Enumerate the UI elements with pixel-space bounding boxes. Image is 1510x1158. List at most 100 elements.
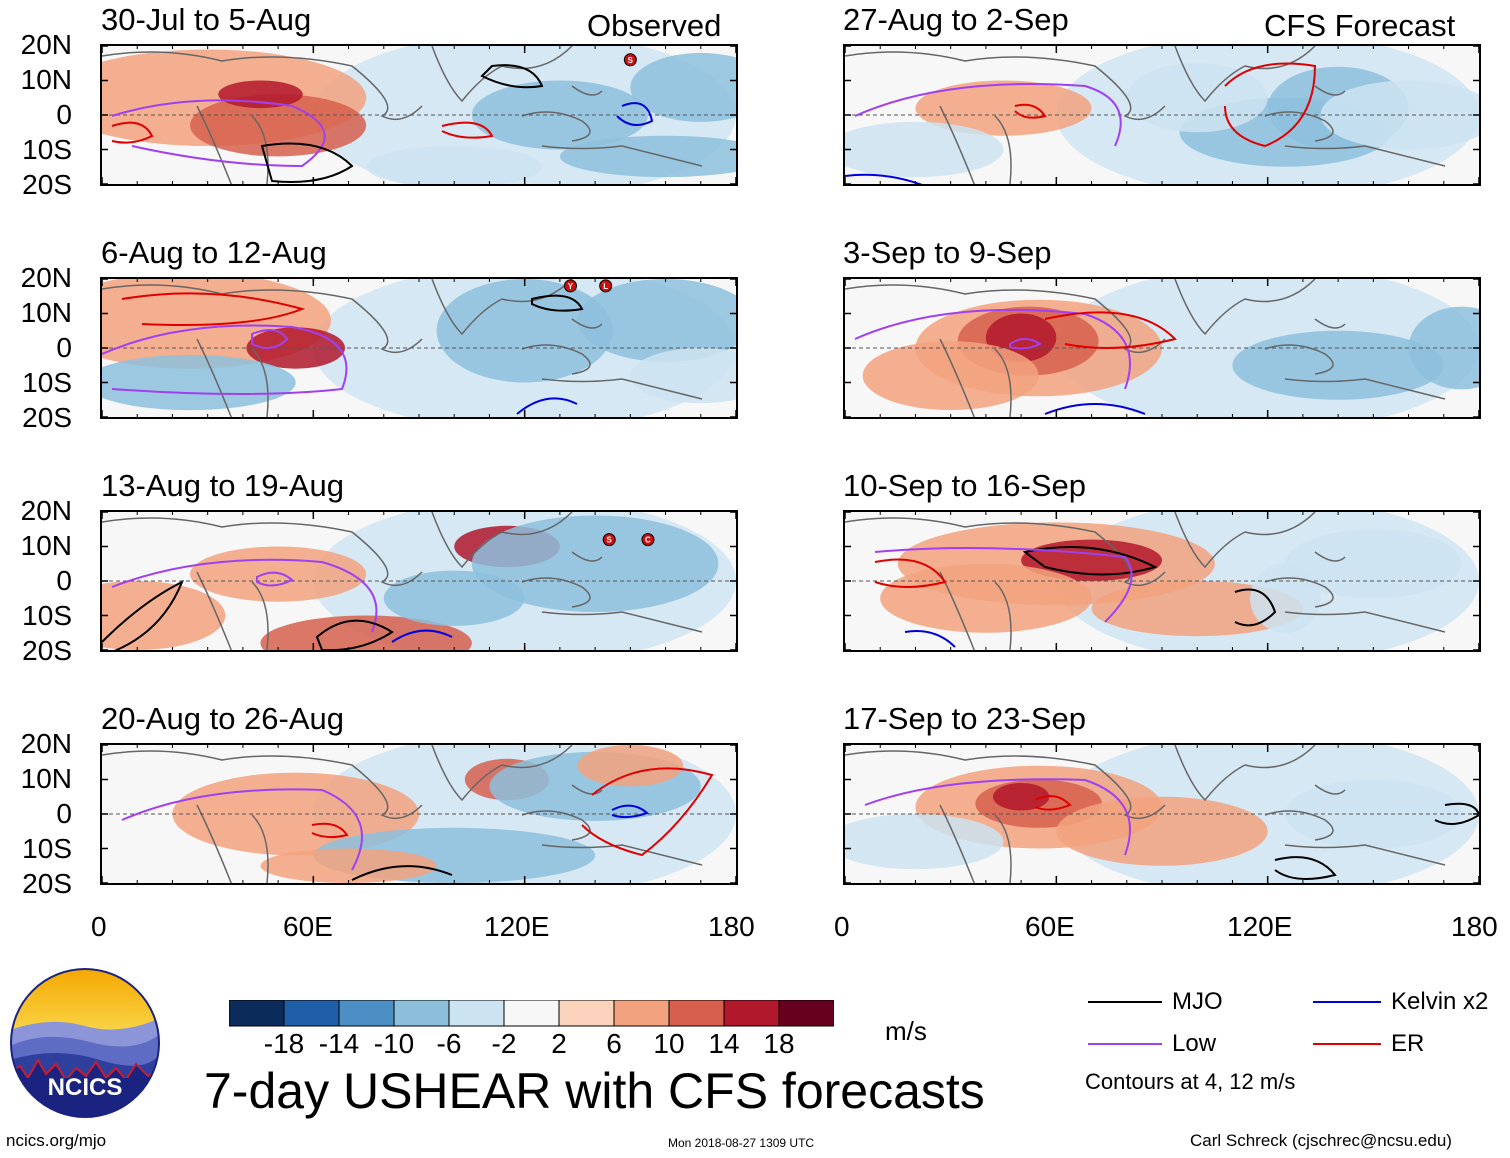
storm-label: S [607,536,613,545]
colorbar-swatch [448,1000,505,1027]
colorbar-swatch [668,1000,725,1027]
colorbar-units: m/s [885,1016,927,1046]
legend-note: Contours at 4, 12 m/s [1085,1069,1296,1094]
colorbar-tick-label: -14 [318,1028,360,1059]
colorbar-tick-label: 18 [763,1028,795,1059]
shear-map [843,743,1481,885]
colorbar-swatch [723,1000,780,1027]
colorbar-swatch [778,1000,834,1027]
colorbar-swatch [283,1000,340,1027]
shear-map: S [100,44,738,186]
lat-label: 10S [22,600,72,631]
lat-label: 0 [56,565,72,596]
storm-label: Y [568,282,574,291]
map-field [102,745,736,883]
legend-label: ER [1391,1030,1425,1057]
map-field [845,745,1479,883]
legend-swatch-kelvin [1313,1001,1381,1003]
legend-swatch-er [1313,1043,1381,1045]
footer-url[interactable]: ncics.org/mjo [6,1131,107,1150]
lat-label: 20S [22,635,72,666]
map-field: S [102,46,736,184]
lat-label: 20N [20,29,72,60]
map-field [845,46,1479,184]
lat-label: 20N [20,495,72,526]
lat-label: 20N [20,262,72,293]
lon-label: 180 [1451,911,1498,942]
lon-label: 180 [708,911,755,942]
legend-swatch-mjo [1088,1001,1162,1003]
colorbar-tick-label: 10 [653,1028,685,1059]
lon-label: 60E [1025,911,1075,942]
panel-title: 20-Aug to 26-Aug [101,701,345,736]
legend-label: Low [1172,1030,1217,1057]
colorbar-tick-label: 14 [708,1028,740,1059]
shear-map [100,743,738,885]
footer-timestamp: Mon 2018-08-27 1309 UTC [668,1136,815,1150]
lat-label: 10N [20,64,72,95]
shear-map [843,510,1481,652]
panel-title: 17-Sep to 23-Sep [843,701,1087,736]
ncics-logo[interactable]: NCICS [10,968,160,1118]
legend-label: MJO [1172,988,1223,1015]
lat-label: 0 [56,99,72,130]
colorbar-swatch [338,1000,395,1027]
ncics-logo-icon: NCICS [10,968,160,1118]
observed-label: Observed [587,8,722,43]
panel-title: 3-Sep to 9-Sep [843,235,1052,270]
lat-label: 10S [22,833,72,864]
lat-label: 20S [22,402,72,433]
lat-label: 20S [22,868,72,899]
colorbar-tick-label: 6 [606,1028,622,1059]
lat-label: 10N [20,763,72,794]
logo-text: NCICS [48,1074,123,1101]
main-title: 7-day USHEAR with CFS forecasts [204,1063,985,1119]
panel-title: 27-Aug to 2-Sep [843,2,1069,37]
forecast-label: CFS Forecast [1264,8,1456,43]
colorbar-tick-label: -6 [436,1028,462,1059]
panel-title: 13-Aug to 19-Aug [101,468,345,503]
lat-label: 10N [20,297,72,328]
lat-label: 20S [22,169,72,200]
lat-label: 10S [22,134,72,165]
storm-marker: S [602,533,616,547]
colorbar-swatch [503,1000,560,1027]
colorbar-swatch [613,1000,670,1027]
colorbar-swatch [393,1000,450,1027]
lat-label: 0 [56,798,72,829]
shear-map [843,44,1481,186]
lat-label: 10S [22,367,72,398]
legend-swatch-low [1088,1043,1162,1045]
colorbar-swatch [229,1000,285,1027]
panel-title: 30-Jul to 5-Aug [101,2,312,37]
storm-marker: C [641,533,655,547]
colorbar-tick-label: 2 [551,1028,567,1059]
colorbar-tick-label: -2 [491,1028,517,1059]
map-field [845,512,1479,650]
panel-title: 10-Sep to 16-Sep [843,468,1087,503]
lon-label: 120E [484,911,550,942]
map-field [845,279,1479,417]
lon-label: 0 [91,911,107,942]
lon-label: 0 [834,911,850,942]
colorbar-tick-label: -10 [373,1028,415,1059]
storm-marker: L [599,279,613,293]
legend-label: Kelvin x2 [1391,988,1489,1015]
storm-marker: S [623,53,637,67]
lon-label: 60E [283,911,333,942]
shear-map [843,277,1481,419]
lat-label: 0 [56,332,72,363]
storm-label: L [603,282,608,291]
colorbar-swatch [558,1000,615,1027]
storm-label: S [628,56,634,65]
colorbar-tick-label: -18 [263,1028,305,1059]
storm-marker: Y [563,279,577,293]
storm-label: C [645,536,651,545]
panel-title: 6-Aug to 12-Aug [101,235,327,270]
lon-label: 120E [1227,911,1293,942]
colorbar-scale [229,1000,834,1027]
lat-label: 20N [20,728,72,759]
